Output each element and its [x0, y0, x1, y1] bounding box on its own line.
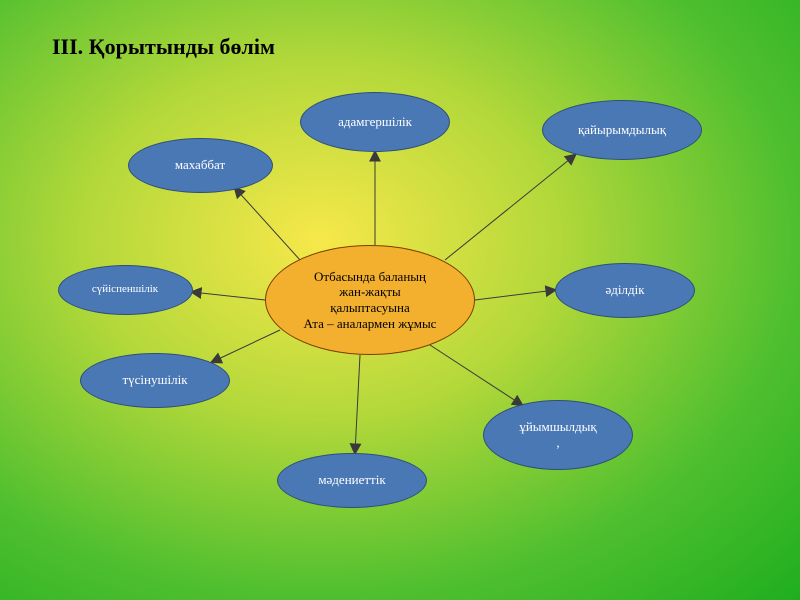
- center-node-line: Ата – аналармен жұмыс: [304, 316, 437, 332]
- page-title: ІІІ. Қорытынды бөлім: [52, 34, 275, 60]
- center-node-line: Отбасында баланың: [314, 269, 426, 285]
- outer-node-label: әділдік: [605, 282, 644, 298]
- outer-node-n1: адамгершілік: [300, 92, 450, 152]
- outer-node-n4: ұйымшылдық ,: [483, 400, 633, 470]
- outer-node-n7: сүйіспеншілік: [58, 265, 193, 315]
- outer-node-label: адамгершілік: [338, 114, 412, 130]
- outer-node-label: сүйіспеншілік: [92, 283, 158, 296]
- outer-node-label: қайырымдылық: [578, 122, 666, 138]
- center-node-line: қалыптасуына: [330, 300, 410, 316]
- outer-node-label: махаббат: [175, 157, 225, 173]
- center-node: Отбасында баланыңжан-жақтықалыптасуынаАт…: [265, 245, 475, 355]
- center-node-line: жан-жақты: [339, 284, 401, 300]
- diagram-stage: ІІІ. Қорытынды бөлім Отбасында баланыңжа…: [0, 0, 800, 600]
- outer-node-label: түсінушілік: [122, 372, 187, 388]
- outer-node-n5: мәдениеттік: [277, 453, 427, 508]
- outer-node-n6: түсінушілік: [80, 353, 230, 408]
- outer-node-n8: махаббат: [128, 138, 273, 193]
- outer-node-label: мәдениеттік: [318, 472, 385, 488]
- outer-node-n2: қайырымдылық: [542, 100, 702, 160]
- outer-node-label: ұйымшылдық ,: [519, 419, 596, 450]
- outer-node-n3: әділдік: [555, 263, 695, 318]
